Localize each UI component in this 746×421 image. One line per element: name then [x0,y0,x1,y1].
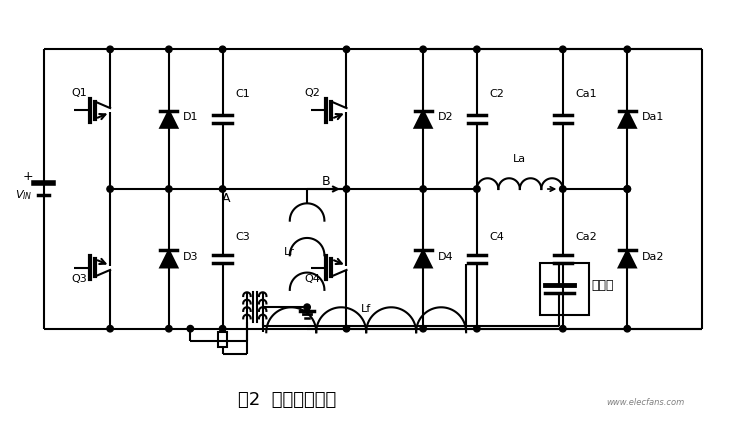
Circle shape [219,186,226,192]
Text: D1: D1 [184,112,198,122]
Text: D3: D3 [184,252,198,262]
Text: 图2  高频逆变电路: 图2 高频逆变电路 [238,391,336,409]
Text: Ca1: Ca1 [576,89,598,99]
Circle shape [474,186,480,192]
Polygon shape [160,111,178,128]
Text: A: A [222,192,231,205]
Circle shape [420,325,427,332]
Circle shape [560,46,566,53]
Text: Lr: Lr [283,247,295,257]
Circle shape [624,325,630,332]
Text: Da2: Da2 [642,252,664,262]
Text: C1: C1 [236,89,250,99]
Text: C2: C2 [490,89,504,99]
Bar [219,332,227,346]
Circle shape [107,46,113,53]
Text: Da1: Da1 [642,112,664,122]
Circle shape [219,325,226,332]
Text: Q2: Q2 [304,88,320,98]
Circle shape [304,304,310,310]
Circle shape [624,186,630,192]
Text: C3: C3 [236,232,250,242]
Polygon shape [618,250,636,267]
Text: La: La [513,154,527,164]
Circle shape [343,325,350,332]
Circle shape [166,186,172,192]
Circle shape [420,46,427,53]
Circle shape [560,186,566,192]
Circle shape [219,46,226,53]
Text: D2: D2 [437,112,453,122]
Text: D4: D4 [437,252,453,262]
Circle shape [187,325,193,332]
Circle shape [107,325,113,332]
Text: C4: C4 [490,232,504,242]
Polygon shape [618,111,636,128]
Text: $V_{IN}$: $V_{IN}$ [15,188,32,202]
Text: Lf: Lf [361,304,372,314]
Polygon shape [160,250,178,267]
Circle shape [107,186,113,192]
Text: 换能器: 换能器 [592,279,614,292]
Polygon shape [415,250,432,267]
Text: www.elecfans.com: www.elecfans.com [606,399,684,408]
Circle shape [474,325,480,332]
Circle shape [624,186,630,192]
Circle shape [474,46,480,53]
Text: Ca2: Ca2 [576,232,598,242]
Polygon shape [415,111,432,128]
Circle shape [624,46,630,53]
Circle shape [420,186,427,192]
Text: +: + [22,170,33,183]
Text: B: B [322,176,330,189]
Text: Q1: Q1 [72,88,87,98]
Circle shape [343,186,350,192]
Text: Q4: Q4 [304,274,320,284]
Circle shape [560,325,566,332]
Circle shape [166,325,172,332]
Circle shape [166,46,172,53]
Text: Q3: Q3 [72,274,87,284]
Circle shape [343,46,350,53]
